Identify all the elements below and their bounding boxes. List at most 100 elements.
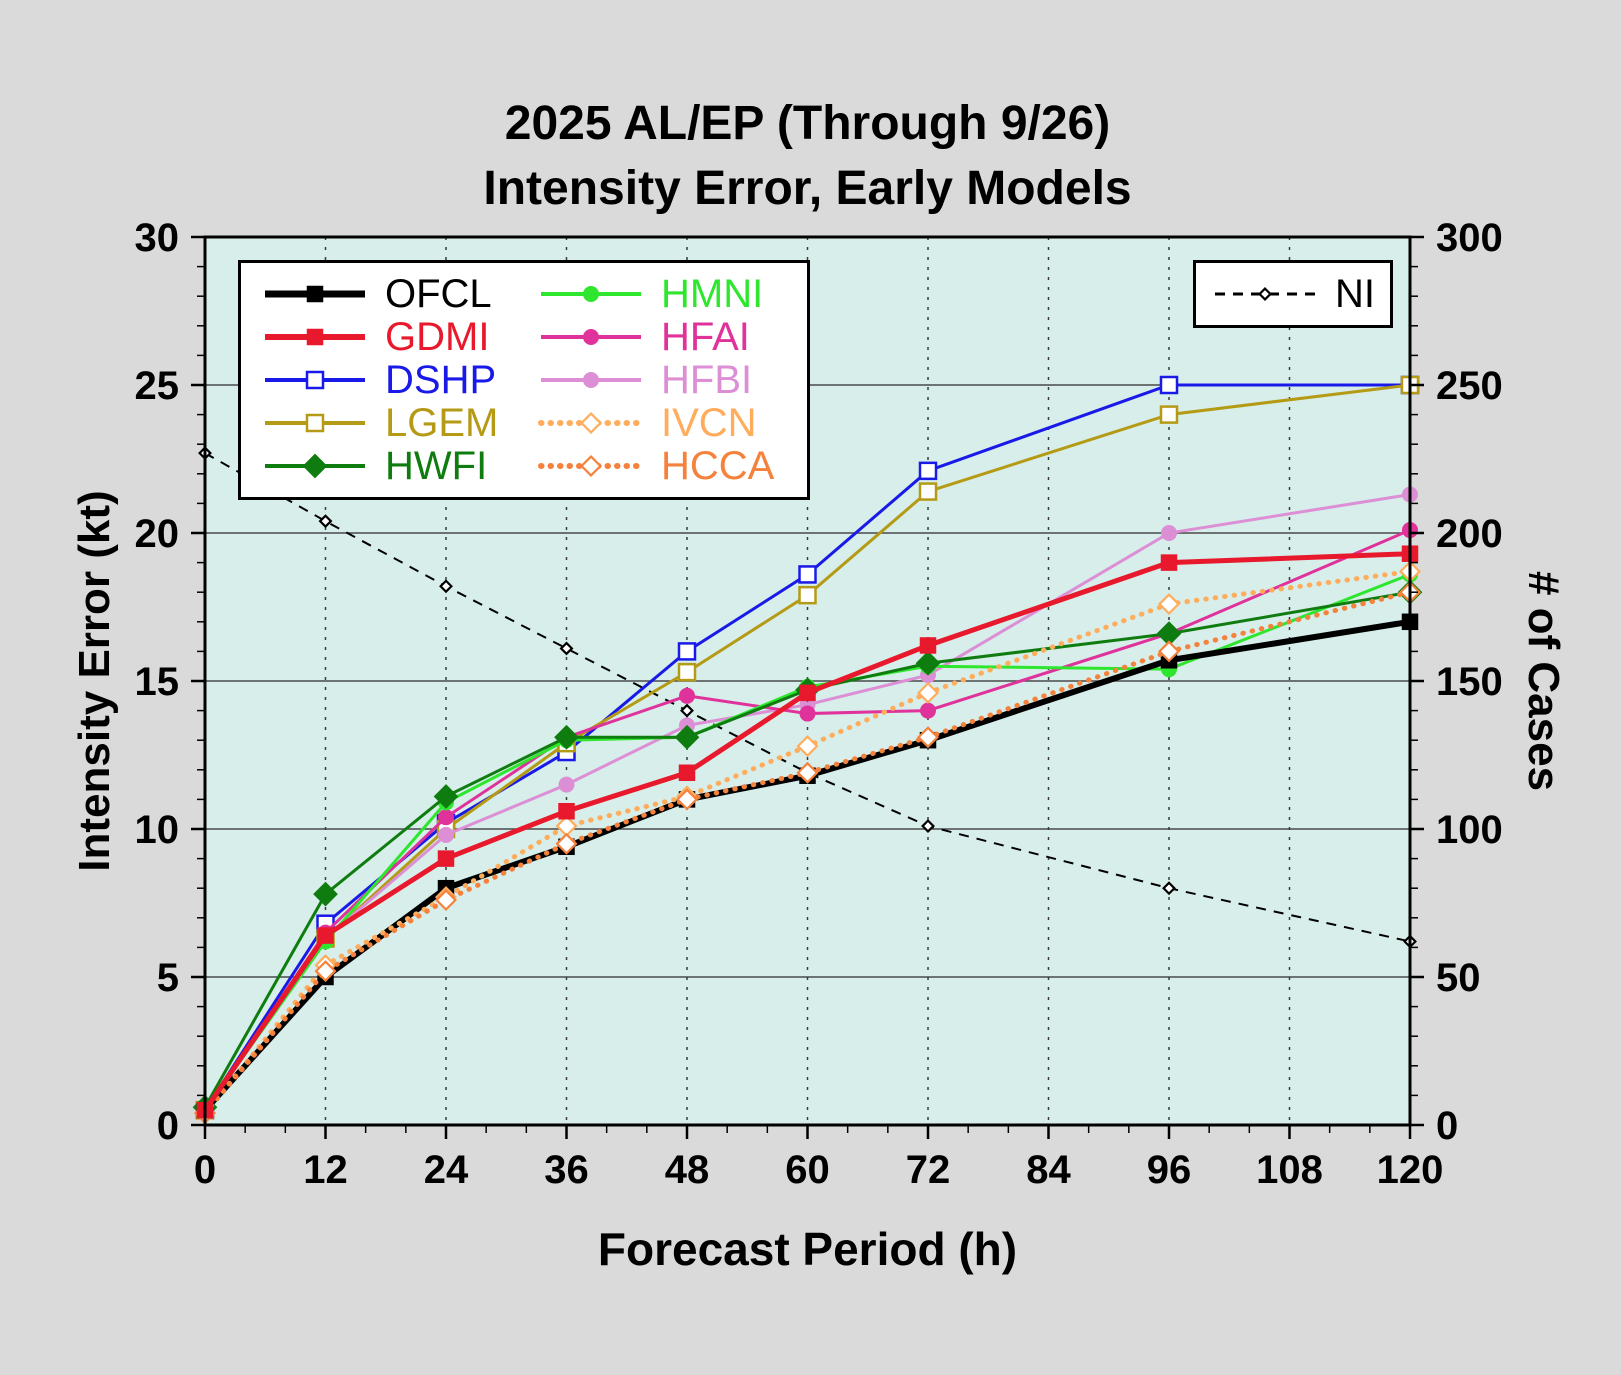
series-marker-ni xyxy=(318,514,333,529)
legend-label-hcca: HCCA xyxy=(661,443,775,488)
x-tick-label: 12 xyxy=(303,1148,348,1192)
series-marker-hcca xyxy=(916,726,940,749)
series-marker-hwfi xyxy=(915,650,941,676)
series-marker-hfai xyxy=(920,702,936,719)
series-marker-hwfi xyxy=(554,724,579,750)
legend-label-ni: NI xyxy=(1335,272,1375,316)
series-marker-dshp xyxy=(918,461,938,481)
series-marker-gdmi xyxy=(437,850,455,867)
series-marker-dshp xyxy=(1159,375,1179,395)
series-line-ivcn xyxy=(202,568,1413,1116)
legend-item-lgem: LGEM xyxy=(261,401,511,444)
legend-item-hfai: HFAI xyxy=(537,316,787,359)
series-marker-hcca xyxy=(796,761,819,784)
series-marker-gdmi xyxy=(558,802,575,820)
series-marker-hfai xyxy=(438,809,454,826)
legend-label-hfai: HFAI xyxy=(661,315,750,360)
y-left-tick-label: 0 xyxy=(157,1104,179,1148)
y-right-tick-label: 300 xyxy=(1436,216,1503,260)
x-tick-label: 24 xyxy=(424,1148,469,1192)
legend-item-ni: NI xyxy=(1211,274,1375,314)
legend-sample-ni xyxy=(1215,287,1315,301)
legend-sample-hcca xyxy=(538,454,644,477)
legend-sample-hfbi xyxy=(541,371,641,388)
series-marker-hcca xyxy=(555,832,578,855)
series-marker-lgem xyxy=(798,585,817,605)
legend-item-hmni: HMNI xyxy=(537,273,787,316)
legend-label-hwfi: HWFI xyxy=(385,443,488,488)
chart-title-block: 2025 AL/EP (Through 9/26) Intensity Erro… xyxy=(205,92,1410,222)
series-marker-lgem xyxy=(918,482,938,501)
series-marker-hfbi xyxy=(558,776,575,793)
legend-sample-hwfi xyxy=(265,453,365,478)
legend-item-ivcn: IVCN xyxy=(537,401,787,444)
series-marker-hwfi xyxy=(313,881,338,907)
y-right-tick-label: 250 xyxy=(1436,364,1503,408)
x-tick-label: 60 xyxy=(785,1148,830,1192)
legend-item-hwfi: HWFI xyxy=(261,444,511,487)
x-tick-label: 36 xyxy=(544,1148,589,1192)
series-marker-hcca xyxy=(314,960,337,983)
legend-ni: NI xyxy=(1193,260,1393,328)
x-tick-label: 72 xyxy=(906,1148,951,1192)
y-right-tick-label: 0 xyxy=(1436,1104,1458,1148)
series-marker-hfbi xyxy=(1161,525,1177,541)
legend-marker-hfai xyxy=(583,329,599,346)
legend-marker-ni xyxy=(1258,287,1272,301)
legend-marker-dshp xyxy=(305,370,325,390)
series-marker-lgem xyxy=(1159,405,1179,424)
legend-marker-hmni xyxy=(583,286,599,303)
legend-main: OFCL GDMI DSHP LGEM HWFI HMNI HFAI HFBI IVCN HCCA xyxy=(238,260,810,500)
legend-sample-dshp xyxy=(265,370,365,390)
legend-marker-ofcl xyxy=(306,286,324,303)
legend-sample-hmni xyxy=(541,286,641,303)
series-marker-gdmi xyxy=(678,764,696,782)
legend-marker-hfbi xyxy=(583,371,599,388)
y-left-tick-label: 15 xyxy=(135,660,180,704)
series-marker-dshp xyxy=(677,642,697,661)
series-marker-gdmi xyxy=(799,684,816,702)
series-marker-hcca xyxy=(434,889,458,912)
legend-item-hcca: HCCA xyxy=(537,444,787,487)
series-marker-hfai xyxy=(679,687,695,704)
chart-title: 2025 AL/EP (Through 9/26) xyxy=(504,97,1111,150)
legend-item-ofcl: OFCL xyxy=(261,273,511,316)
legend-item-gdmi: GDMI xyxy=(261,316,511,359)
legend-label-gdmi: GDMI xyxy=(385,315,490,360)
y-right-tick-label: 200 xyxy=(1436,512,1503,556)
y-left-tick-label: 25 xyxy=(135,364,180,408)
legend-sample-ofcl xyxy=(265,286,365,303)
legend-sample-hfai xyxy=(541,329,641,346)
series-marker-hcca xyxy=(675,788,699,811)
series-marker-gdmi xyxy=(317,927,334,944)
legend-sample-ivcn xyxy=(538,411,644,434)
legend-label-dshp: DSHP xyxy=(385,357,497,402)
legend-label-ofcl: OFCL xyxy=(385,272,492,317)
chart-subtitle: Intensity Error, Early Models xyxy=(483,161,1132,215)
legend-marker-lgem xyxy=(305,413,325,433)
y-left-tick-label: 5 xyxy=(157,956,179,1000)
series-marker-gdmi xyxy=(919,637,937,654)
x-tick-label: 84 xyxy=(1026,1148,1071,1192)
series-marker-hwfi xyxy=(433,784,459,809)
legend-item-hfbi: HFBI xyxy=(537,359,787,402)
legend-item-dshp: DSHP xyxy=(261,359,511,402)
x-tick-label: 0 xyxy=(194,1148,216,1192)
x-axis-label: Forecast Period (h) xyxy=(597,1223,1018,1275)
x-tick-label: 108 xyxy=(1256,1148,1323,1192)
legend-sample-lgem xyxy=(265,413,365,433)
series-marker-ni xyxy=(439,579,453,594)
legend-marker-ivcn xyxy=(579,411,603,434)
legend-marker-gdmi xyxy=(306,328,324,346)
legend-marker-hwfi xyxy=(302,453,328,478)
series-marker-ni xyxy=(1162,881,1176,896)
series-marker-lgem xyxy=(677,662,697,682)
series-marker-hfbi xyxy=(438,826,454,843)
series-marker-ni xyxy=(680,703,694,718)
series-marker-ni xyxy=(559,641,574,656)
x-tick-label: 48 xyxy=(665,1148,710,1192)
legend-label-lgem: LGEM xyxy=(385,400,499,445)
series-marker-ivcn xyxy=(916,681,940,704)
y-axis-label-right: # of Cases xyxy=(1519,570,1568,792)
